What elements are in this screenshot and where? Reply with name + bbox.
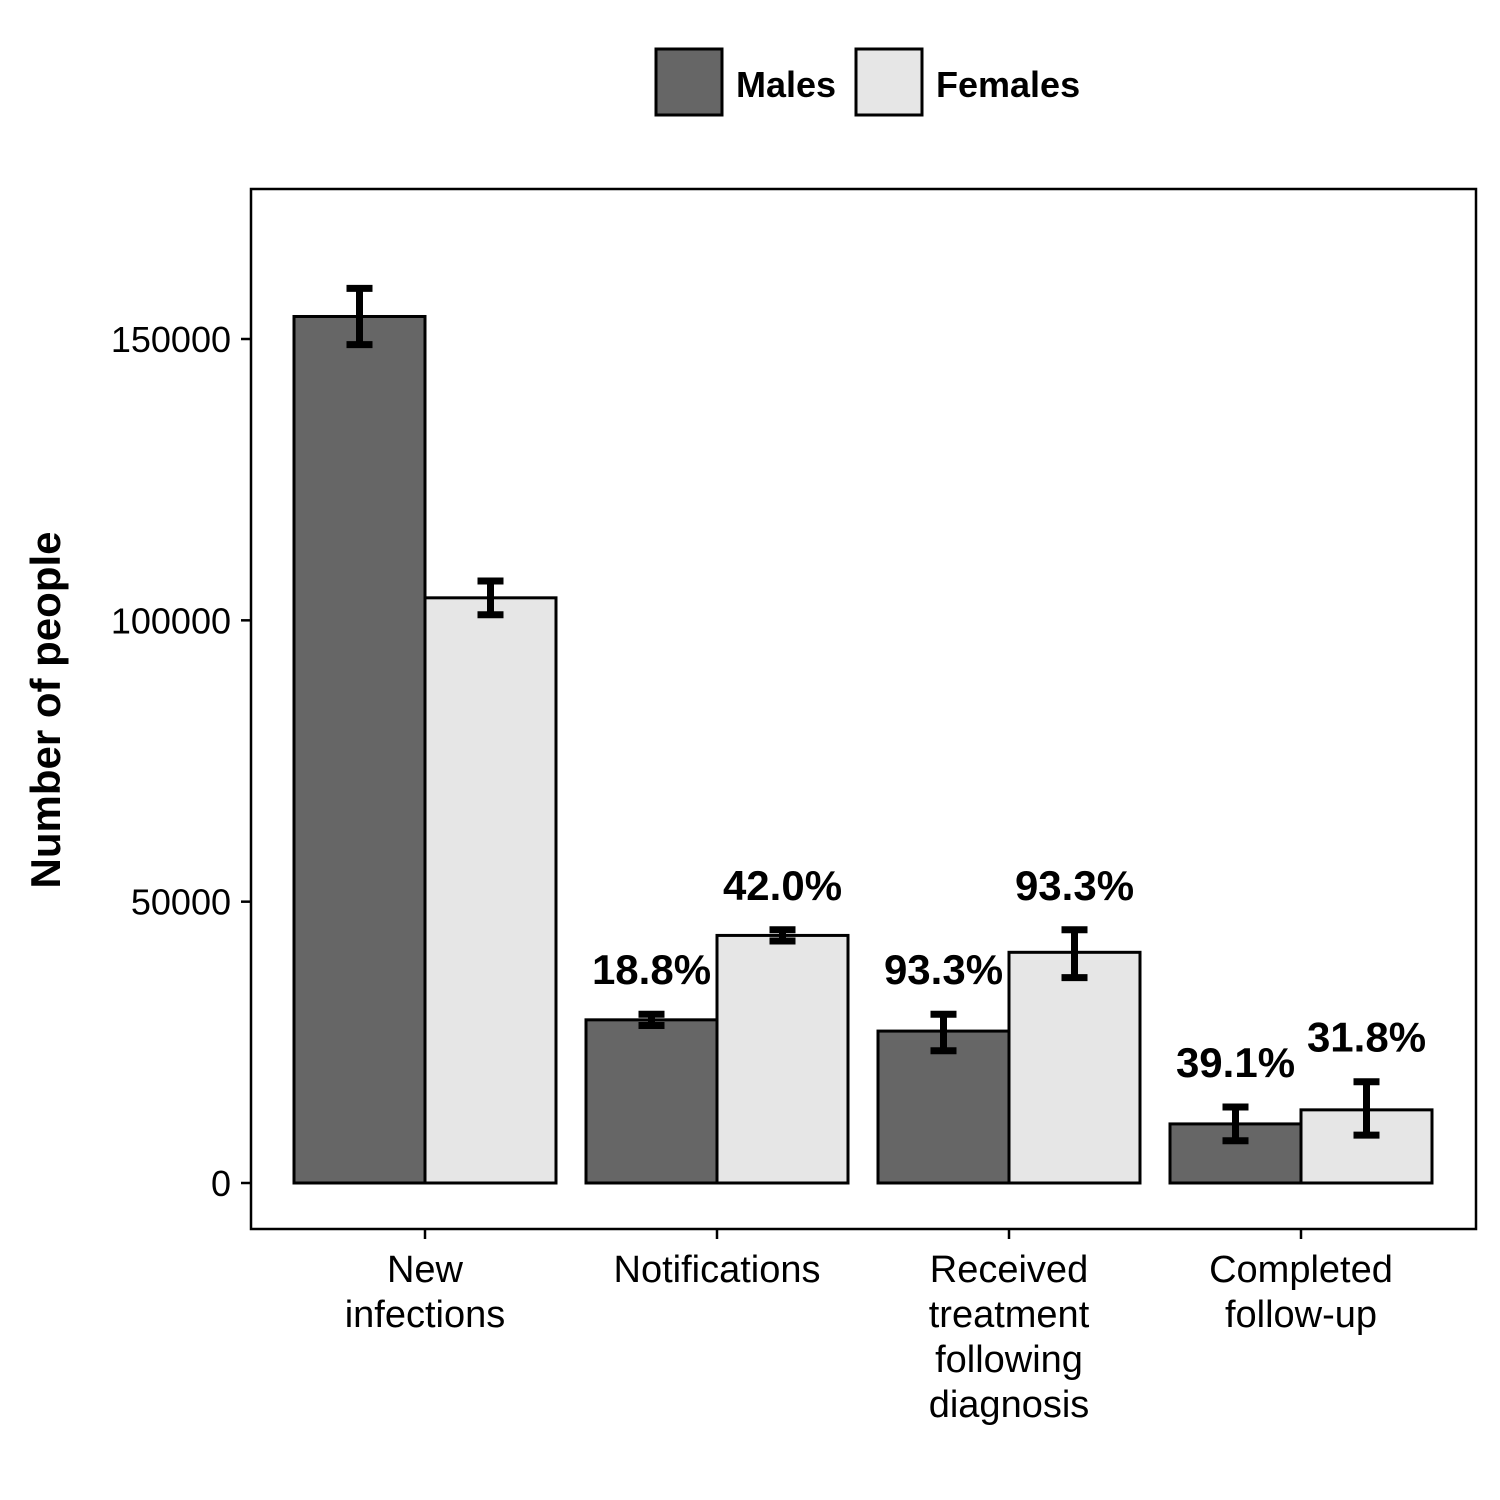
error-bar bbox=[930, 1010, 957, 1055]
y-axis: 0 50000 100000 150000 bbox=[111, 319, 251, 1204]
bar-females bbox=[1299, 1108, 1434, 1185]
percentage-label: 18.8% bbox=[592, 946, 711, 993]
x-category-label-line: New bbox=[387, 1249, 464, 1291]
error-bar bbox=[477, 577, 504, 619]
bar-males bbox=[292, 314, 427, 1185]
error-bar bbox=[1061, 926, 1088, 982]
bar-females bbox=[423, 596, 558, 1185]
bars bbox=[292, 314, 1434, 1185]
legend-label-males: Males bbox=[736, 64, 836, 105]
x-category-label-line: Received bbox=[930, 1249, 1088, 1291]
x-category-label-line: following bbox=[935, 1339, 1083, 1381]
x-category-label-line: Notifications bbox=[614, 1249, 821, 1291]
bar-females bbox=[715, 933, 850, 1185]
error-bar bbox=[638, 1010, 665, 1029]
error-bars bbox=[346, 284, 1380, 1145]
x-axis: New infections Notifications Received treatm… bbox=[345, 1229, 1393, 1426]
x-category-label-line: infections bbox=[345, 1294, 506, 1336]
y-tick-label: 50000 bbox=[131, 882, 231, 923]
x-category-label: Received treatment following diagnosis bbox=[929, 1249, 1090, 1426]
percentage-label: 39.1% bbox=[1176, 1039, 1295, 1086]
x-category-label-line: Completed bbox=[1209, 1249, 1393, 1291]
legend-label-females: Females bbox=[936, 64, 1080, 105]
bar-females bbox=[1007, 950, 1142, 1185]
error-bar bbox=[1353, 1078, 1380, 1139]
x-category-label-line: treatment bbox=[929, 1294, 1090, 1336]
error-bar bbox=[346, 284, 373, 349]
bar-males bbox=[584, 1018, 719, 1185]
x-category-label: Notifications bbox=[614, 1249, 821, 1291]
error-bar bbox=[769, 926, 796, 945]
error-bar bbox=[1222, 1103, 1249, 1145]
percentage-label: 31.8% bbox=[1307, 1014, 1426, 1061]
x-category-label-line: diagnosis bbox=[929, 1384, 1090, 1426]
legend-swatch-females bbox=[854, 47, 924, 117]
percentage-labels: 18.8% 93.3% 39.1% 42.0% 93.3% 31.8% bbox=[592, 862, 1426, 1086]
y-axis-title: Number of people bbox=[22, 531, 69, 888]
x-category-label: Completed follow-up bbox=[1209, 1249, 1393, 1336]
x-category-label-line: follow-up bbox=[1225, 1294, 1377, 1336]
percentage-label: 42.0% bbox=[723, 862, 842, 909]
legend: Males Females bbox=[654, 47, 1080, 117]
y-tick-label: 150000 bbox=[111, 319, 231, 360]
y-tick-label: 0 bbox=[211, 1163, 231, 1204]
x-category-label: New infections bbox=[345, 1249, 506, 1336]
percentage-label: 93.3% bbox=[1015, 862, 1134, 909]
legend-swatch-males bbox=[654, 47, 724, 117]
y-tick-label: 100000 bbox=[111, 600, 231, 641]
percentage-label: 93.3% bbox=[884, 946, 1003, 993]
